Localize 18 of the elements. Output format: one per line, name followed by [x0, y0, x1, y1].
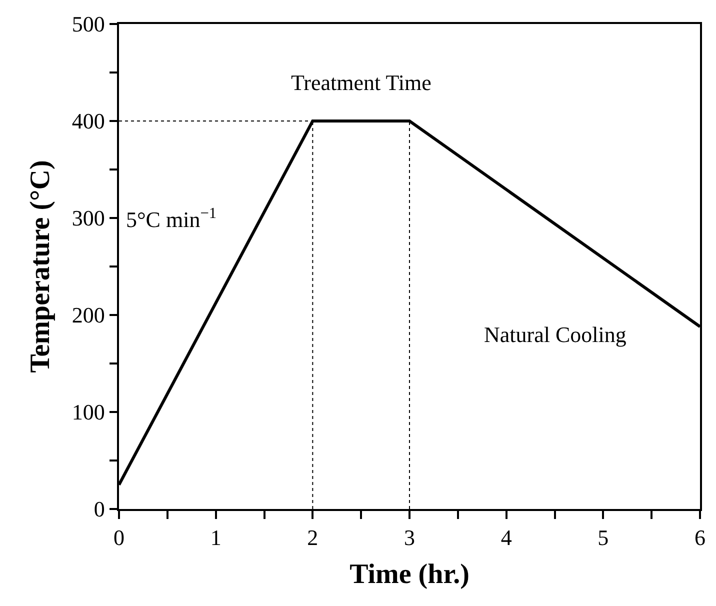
y-tick-label: 500	[72, 12, 105, 37]
y-tick-label: 300	[72, 206, 105, 231]
y-tick-label: 100	[72, 400, 105, 425]
x-tick-label: 0	[114, 525, 124, 550]
x-tick-label: 2	[307, 525, 318, 550]
x-tick-label: 6	[694, 525, 706, 550]
x-tick-label: 4	[500, 525, 512, 550]
y-axis-title: Temperature (°C)	[25, 160, 56, 373]
annotation: Treatment Time	[291, 70, 432, 95]
x-tick-label: 3	[404, 525, 415, 550]
x-tick-label: 5	[598, 525, 609, 550]
y-tick-label: 200	[72, 302, 105, 328]
annotation: Natural Cooling	[484, 322, 626, 347]
x-tick-label: 1	[210, 525, 222, 550]
y-tick-label: 0	[94, 496, 105, 522]
x-axis-title: Time (hr.)	[350, 558, 470, 590]
y-tick-label: 400	[72, 108, 105, 134]
annotation: 5°C min$^{−1}$	[126, 205, 217, 232]
